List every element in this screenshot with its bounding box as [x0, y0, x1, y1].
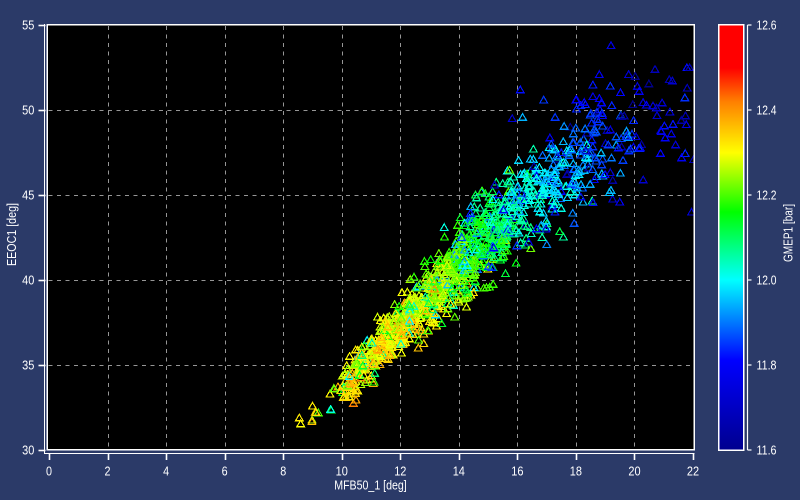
- svg-text:GMEP1 [bar]: GMEP1 [bar]: [781, 204, 796, 262]
- svg-text:6: 6: [222, 464, 228, 479]
- svg-text:18: 18: [570, 464, 582, 479]
- svg-text:55: 55: [22, 17, 34, 32]
- svg-text:12.0: 12.0: [757, 272, 777, 287]
- svg-text:11.8: 11.8: [757, 357, 777, 372]
- svg-text:4: 4: [163, 464, 169, 479]
- svg-text:12.2: 12.2: [757, 187, 777, 202]
- svg-text:10: 10: [336, 464, 348, 479]
- svg-text:12.6: 12.6: [757, 17, 777, 32]
- svg-text:11.6: 11.6: [757, 442, 777, 457]
- svg-text:22: 22: [687, 464, 699, 479]
- svg-text:20: 20: [628, 464, 640, 479]
- svg-text:50: 50: [22, 102, 34, 117]
- svg-text:EEOC1 [deg]: EEOC1 [deg]: [4, 203, 19, 266]
- svg-text:40: 40: [22, 272, 34, 287]
- svg-text:2: 2: [105, 464, 111, 479]
- svg-text:12.4: 12.4: [757, 102, 777, 117]
- svg-text:30: 30: [22, 442, 34, 457]
- svg-text:35: 35: [22, 357, 34, 372]
- svg-text:MFB50_1 [deg]: MFB50_1 [deg]: [334, 478, 407, 493]
- svg-text:0: 0: [46, 464, 52, 479]
- svg-text:8: 8: [280, 464, 286, 479]
- svg-text:45: 45: [22, 187, 34, 202]
- svg-text:12: 12: [394, 464, 406, 479]
- svg-text:16: 16: [511, 464, 523, 479]
- svg-text:14: 14: [453, 464, 465, 479]
